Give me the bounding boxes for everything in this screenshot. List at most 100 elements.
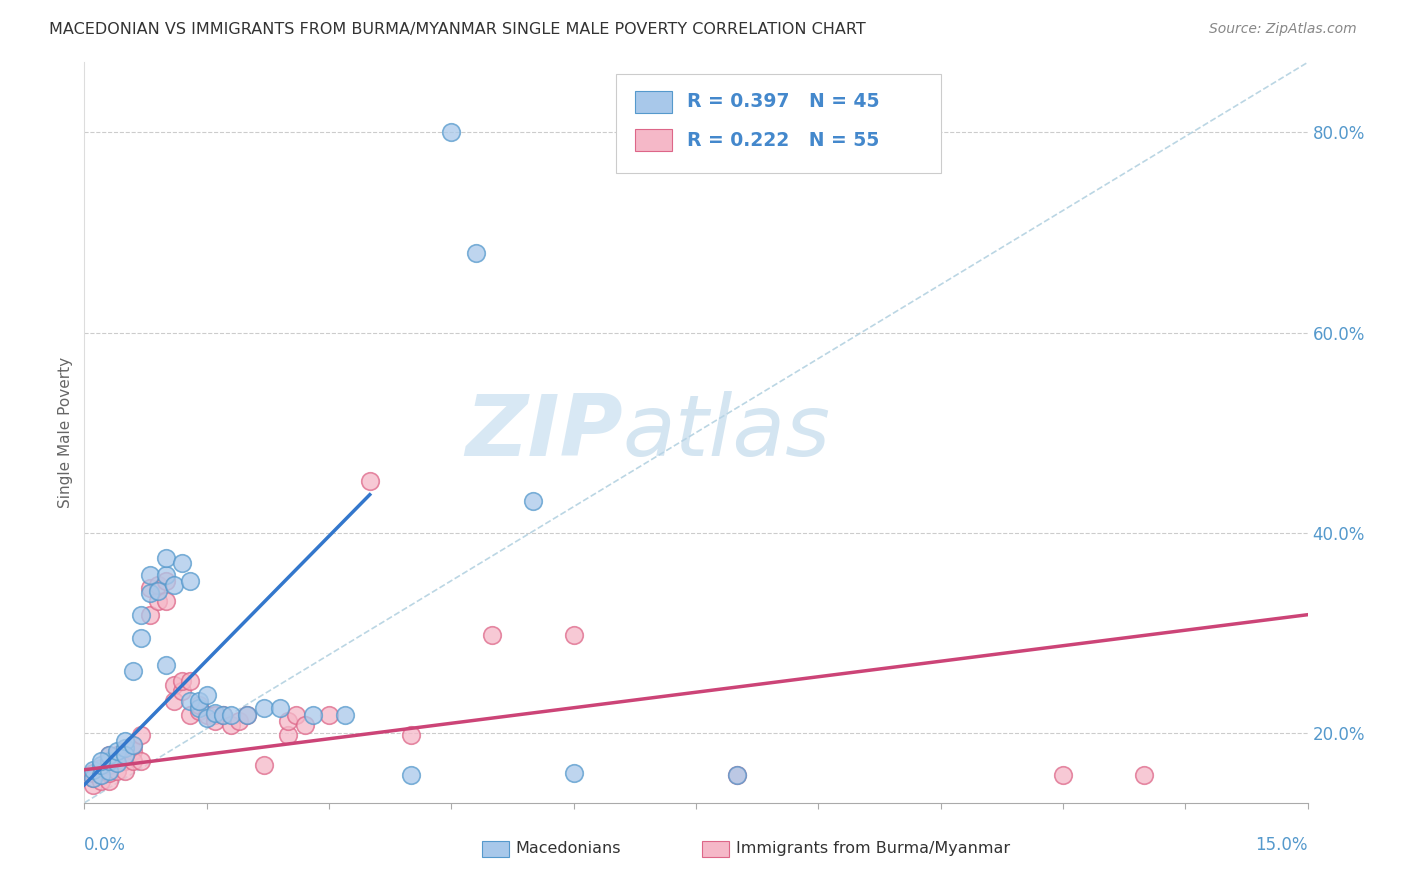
Point (195, 707, 218, 722)
Point (187, 704, 209, 718)
Point (179, 574, 201, 588)
Point (155, 593, 177, 607)
Point (219, 707, 242, 722)
Point (138, 567, 160, 582)
Point (131, 607, 153, 622)
Text: R = 0.397   N = 45: R = 0.397 N = 45 (688, 92, 880, 112)
Point (277, 728, 299, 742)
Point (179, 673, 201, 688)
Point (318, 707, 340, 722)
Point (97, 747, 120, 762)
Point (97, 757, 120, 772)
Point (105, 747, 128, 762)
Point (131, 754, 153, 768)
Point (277, 714, 299, 728)
Text: MACEDONIAN VS IMMIGRANTS FROM BURMA/MYANMAR SINGLE MALE POVERTY CORRELATION CHAR: MACEDONIAN VS IMMIGRANTS FROM BURMA/MYAN… (49, 22, 866, 37)
Point (1052, 768, 1074, 782)
Point (90, 768, 112, 782)
Point (399, 728, 422, 742)
Point (105, 756, 128, 770)
Point (114, 740, 136, 755)
Point (138, 585, 160, 599)
Point (204, 707, 226, 722)
Point (90, 773, 112, 788)
Point (82, 763, 104, 777)
Point (301, 707, 323, 722)
Point (187, 698, 209, 712)
FancyBboxPatch shape (616, 73, 941, 173)
Point (179, 694, 201, 708)
Point (440, 126, 463, 140)
Point (285, 707, 308, 722)
Point (522, 493, 544, 508)
Point (236, 707, 259, 722)
Point (114, 747, 136, 762)
Point (212, 707, 235, 722)
Point (204, 706, 226, 720)
Text: ZIP: ZIP (465, 391, 623, 475)
Text: Source: ZipAtlas.com: Source: ZipAtlas.com (1209, 22, 1357, 37)
Point (212, 707, 235, 722)
Point (163, 694, 186, 708)
Point (219, 718, 242, 732)
Point (122, 738, 145, 752)
Point (228, 714, 250, 728)
Point (90, 761, 112, 775)
Point (114, 764, 136, 778)
Point (82, 771, 104, 785)
Point (122, 738, 145, 752)
Text: atlas: atlas (623, 391, 831, 475)
Point (122, 744, 145, 758)
Point (562, 628, 585, 642)
Point (204, 714, 226, 728)
Point (725, 768, 748, 782)
Point (481, 628, 503, 642)
Point (464, 245, 486, 260)
Point (90, 768, 112, 782)
Point (294, 718, 316, 732)
Text: Macedonians: Macedonians (515, 841, 620, 856)
Point (97, 765, 120, 780)
Point (114, 733, 136, 747)
Point (187, 694, 209, 708)
FancyBboxPatch shape (482, 840, 509, 857)
Point (253, 700, 276, 714)
Point (172, 683, 194, 698)
Text: 15.0%: 15.0% (1256, 836, 1308, 855)
Point (97, 754, 120, 768)
Point (82, 771, 104, 785)
Point (146, 583, 169, 598)
Point (179, 707, 201, 722)
Point (236, 707, 259, 722)
Point (97, 773, 120, 788)
Point (90, 757, 112, 772)
Point (155, 657, 177, 672)
Text: 0.0%: 0.0% (84, 836, 127, 855)
Point (187, 700, 209, 714)
Point (562, 765, 585, 780)
Point (163, 678, 186, 692)
Point (155, 567, 177, 582)
Point (114, 744, 136, 758)
Text: R = 0.222   N = 55: R = 0.222 N = 55 (688, 130, 880, 150)
Point (335, 707, 357, 722)
Point (97, 764, 120, 778)
Point (146, 577, 169, 591)
Point (82, 778, 104, 792)
Point (155, 574, 177, 588)
Point (1133, 768, 1156, 782)
Point (138, 607, 160, 622)
FancyBboxPatch shape (702, 840, 728, 857)
FancyBboxPatch shape (636, 129, 672, 152)
Point (195, 688, 218, 702)
Point (269, 700, 291, 714)
Point (105, 744, 128, 758)
Point (359, 474, 381, 488)
Point (90, 754, 112, 768)
Point (105, 764, 128, 778)
Point (146, 593, 169, 607)
Point (172, 556, 194, 570)
Point (163, 577, 186, 591)
Point (138, 581, 160, 595)
Point (97, 747, 120, 762)
